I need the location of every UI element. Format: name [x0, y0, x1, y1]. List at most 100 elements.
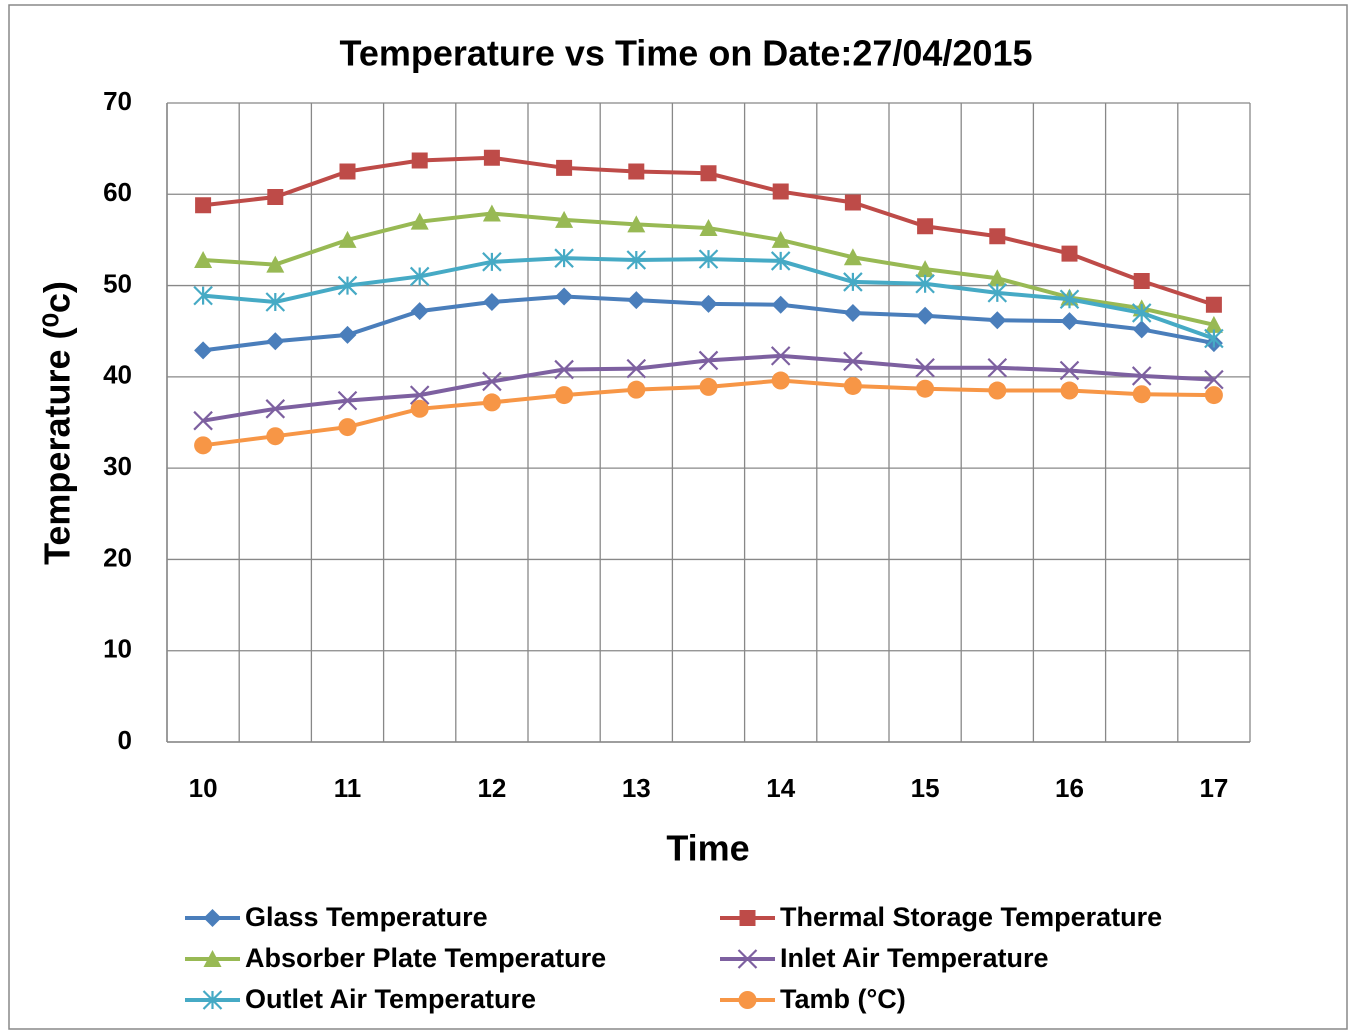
legend-label: Thermal Storage Temperature	[780, 902, 1162, 932]
data-point	[915, 273, 935, 294]
data-point	[988, 269, 1007, 287]
data-point	[700, 165, 717, 182]
data-point	[267, 189, 284, 206]
data-point	[627, 215, 646, 233]
data-point	[410, 302, 429, 321]
data-point	[266, 332, 285, 351]
data-point	[556, 159, 573, 176]
x-axis-label: Time	[666, 828, 749, 869]
data-point	[554, 359, 574, 380]
x-tick-label: 17	[1199, 773, 1228, 803]
x-tick-label: 11	[334, 773, 362, 803]
data-point	[409, 266, 430, 287]
legend-label: Inlet Air Temperature	[780, 943, 1049, 973]
data-point	[1060, 381, 1079, 400]
data-point	[337, 275, 358, 296]
data-point	[338, 230, 357, 248]
data-point	[1131, 366, 1152, 386]
data-point	[555, 386, 574, 405]
data-point	[482, 204, 501, 222]
data-point	[266, 427, 285, 446]
data-point	[482, 371, 502, 392]
data-point	[194, 436, 213, 455]
data-point	[843, 376, 862, 395]
data-point	[1204, 369, 1224, 390]
y-tick-label: 10	[103, 634, 132, 664]
data-point	[339, 163, 356, 180]
data-point	[1059, 289, 1080, 310]
data-point	[338, 325, 357, 344]
data-point	[554, 248, 574, 268]
data-point	[1061, 245, 1078, 262]
data-point	[627, 380, 646, 399]
marker	[738, 991, 757, 1009]
data-point	[1060, 312, 1079, 331]
data-point	[337, 390, 358, 411]
legend-label: Outlet Air Temperature	[245, 984, 536, 1014]
data-point	[916, 260, 935, 278]
data-point	[1132, 320, 1151, 339]
data-point	[409, 385, 430, 405]
data-point	[698, 249, 719, 269]
data-point	[770, 346, 791, 366]
y-tick-label: 30	[103, 451, 132, 481]
y-tick-label: 70	[103, 86, 132, 116]
data-point	[410, 212, 429, 230]
data-point	[482, 293, 501, 312]
data-point	[699, 377, 718, 396]
data-point	[772, 183, 789, 200]
data-point	[193, 285, 213, 306]
marker	[203, 909, 222, 927]
data-point	[770, 251, 791, 271]
data-point	[988, 381, 1007, 400]
data-point	[987, 283, 1008, 303]
data-point	[987, 357, 1008, 378]
marker	[202, 990, 223, 1010]
data-point	[844, 194, 861, 211]
marker	[739, 910, 756, 926]
data-point	[194, 251, 213, 269]
x-tick-label: 15	[911, 773, 940, 803]
data-point	[265, 399, 286, 419]
y-axis-label: Temperature (⁰c)	[37, 281, 78, 565]
data-point	[266, 255, 285, 273]
data-point	[916, 306, 935, 325]
data-point	[1204, 315, 1223, 333]
data-point	[1204, 328, 1224, 349]
marker	[737, 949, 758, 969]
data-point	[411, 152, 428, 169]
x-tick-label: 14	[766, 773, 795, 803]
data-point	[265, 292, 286, 312]
data-point	[482, 393, 501, 412]
data-point	[483, 149, 500, 166]
data-point	[626, 358, 647, 379]
data-point	[627, 291, 646, 310]
data-point	[843, 351, 863, 372]
data-point	[917, 218, 934, 235]
legend-label: Tamb (°C)	[780, 984, 906, 1014]
y-tick-label: 50	[103, 268, 132, 298]
data-point	[1131, 303, 1152, 323]
x-tick-label: 12	[477, 773, 506, 803]
data-point	[1204, 386, 1223, 405]
data-point	[1205, 296, 1222, 313]
legend-label: Absorber Plate Temperature	[245, 943, 606, 973]
data-point	[195, 197, 212, 214]
x-tick-label: 10	[189, 773, 218, 803]
y-tick-label: 60	[103, 177, 132, 207]
data-point	[1132, 385, 1151, 404]
data-point	[410, 399, 429, 418]
data-point	[626, 250, 647, 270]
x-tick-label: 13	[622, 773, 651, 803]
data-point	[699, 294, 718, 313]
data-point	[915, 357, 935, 378]
y-tick-label: 0	[118, 725, 132, 755]
data-point	[555, 210, 574, 228]
legend-label: Glass Temperature	[245, 902, 488, 932]
y-tick-label: 40	[103, 360, 132, 390]
data-point	[628, 163, 645, 180]
data-point	[555, 287, 574, 306]
data-point	[771, 295, 790, 314]
